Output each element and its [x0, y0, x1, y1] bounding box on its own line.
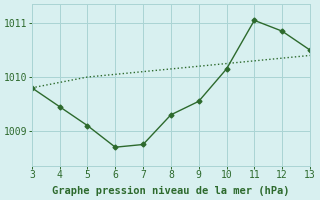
- X-axis label: Graphe pression niveau de la mer (hPa): Graphe pression niveau de la mer (hPa): [52, 186, 290, 196]
